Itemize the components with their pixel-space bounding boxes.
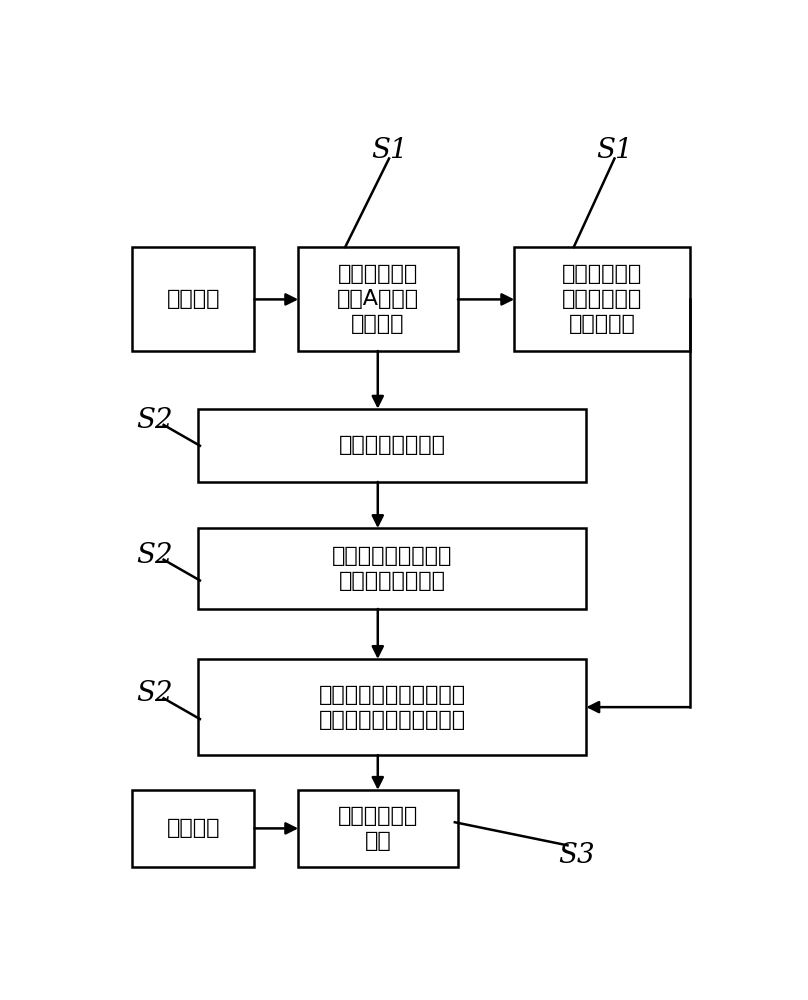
Text: 测试试块: 测试试块 xyxy=(166,818,220,838)
Text: 计算衰减速率系数及
平均衰减速率系数: 计算衰减速率系数及 平均衰减速率系数 xyxy=(332,546,452,591)
Text: 建立不含厚度测量値的平
均晶粒尺寸超声评价模型: 建立不含厚度测量値的平 均晶粒尺寸超声评价模型 xyxy=(318,685,465,730)
Text: S2: S2 xyxy=(136,542,173,569)
Text: S1: S1 xyxy=(371,137,407,164)
Text: S2: S2 xyxy=(136,407,173,434)
Bar xyxy=(198,528,587,609)
Text: S3: S3 xyxy=(558,842,595,869)
Bar xyxy=(198,409,587,482)
Text: 构造衰减速率系数: 构造衰减速率系数 xyxy=(339,435,446,455)
Text: 提取参考试块
超声A波信号
并前处理: 提取参考试块 超声A波信号 并前处理 xyxy=(337,264,419,334)
Bar xyxy=(133,790,255,867)
Bar xyxy=(298,790,458,867)
Text: S2: S2 xyxy=(136,680,173,707)
Bar xyxy=(298,247,458,351)
Text: S1: S1 xyxy=(596,137,633,164)
Bar xyxy=(515,247,690,351)
Text: 模型的应用及
验证: 模型的应用及 验证 xyxy=(338,806,419,851)
Text: 用金相法得到
参考试块的平
均晶粒尺寸: 用金相法得到 参考试块的平 均晶粒尺寸 xyxy=(562,264,642,334)
Text: 参考试块: 参考试块 xyxy=(166,289,220,309)
Bar xyxy=(198,659,587,755)
Bar xyxy=(133,247,255,351)
